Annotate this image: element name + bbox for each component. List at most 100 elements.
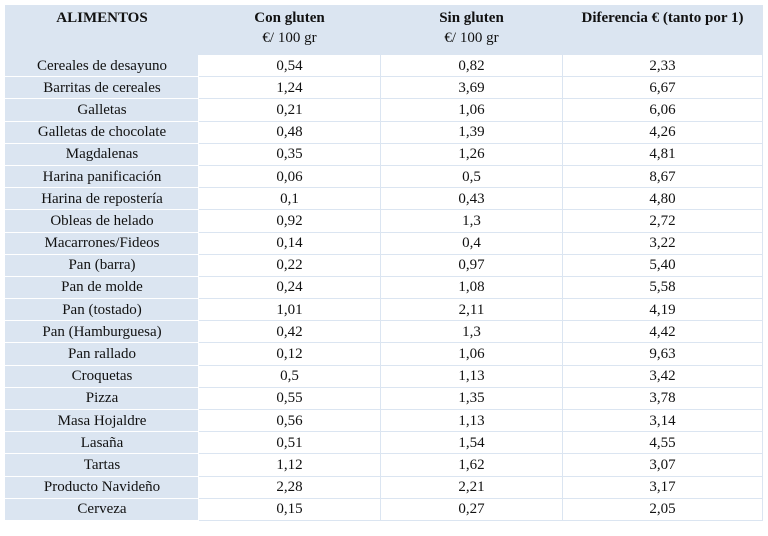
difference: 9,63 <box>562 342 763 366</box>
food-name: Masa Hojaldre <box>5 408 199 433</box>
price-without-gluten: 0,5 <box>380 164 563 189</box>
price-without-gluten: 1,13 <box>380 408 563 433</box>
difference: 2,33 <box>562 53 763 78</box>
price-without-gluten: 0,82 <box>380 53 563 78</box>
header-cell: Diferencia € (tanto por 1) <box>562 5 763 55</box>
table-row: Pan de molde 0,24 1,08 5,58 <box>5 275 763 300</box>
difference: 6,06 <box>562 98 763 122</box>
price-without-gluten: 0,27 <box>380 497 563 521</box>
difference: 3,17 <box>562 475 763 499</box>
price-without-gluten: 1,35 <box>380 386 563 411</box>
price-with-gluten: 1,24 <box>198 76 381 100</box>
difference: 3,07 <box>562 453 763 477</box>
food-name: Obleas de helado <box>5 209 199 233</box>
price-without-gluten: 1,54 <box>380 431 563 455</box>
table-row: Magdalenas 0,35 1,26 4,81 <box>5 142 763 166</box>
table-row: Producto Navideño 2,28 2,21 3,17 <box>5 475 763 499</box>
food-name: Cerveza <box>5 497 199 521</box>
difference: 8,67 <box>562 164 763 189</box>
price-without-gluten: 1,06 <box>380 98 563 122</box>
food-name: Lasaña <box>5 431 199 455</box>
price-without-gluten: 1,3 <box>380 320 563 344</box>
difference: 4,19 <box>562 298 763 322</box>
header-text: ALIMENTOS <box>56 10 148 26</box>
header-cell: Sin gluten €/ 100 gr <box>380 5 563 55</box>
table-header: ALIMENTOS Con gluten €/ 100 gr Sin gluten… <box>5 5 763 55</box>
price-without-gluten: 1,06 <box>380 342 563 366</box>
header-cell: Con gluten €/ 100 gr <box>198 5 381 55</box>
price-without-gluten: 2,11 <box>380 298 563 322</box>
difference: 2,72 <box>562 209 763 233</box>
price-with-gluten: 0,35 <box>198 142 381 166</box>
difference: 4,80 <box>562 187 763 211</box>
food-name: Galletas <box>5 98 199 122</box>
table-row: Harina panificación 0,06 0,5 8,67 <box>5 164 763 189</box>
food-name: Pizza <box>5 386 199 411</box>
food-name: Barritas de cereales <box>5 76 199 100</box>
price-without-gluten: 1,62 <box>380 453 563 477</box>
header-row: ALIMENTOS Con gluten €/ 100 gr Sin gluten… <box>5 5 763 55</box>
header-text: Sin gluten <box>439 10 504 26</box>
unit-text: €/ 100 gr <box>262 30 317 46</box>
table-row: Pan (tostado) 1,01 2,11 4,19 <box>5 298 763 322</box>
price-without-gluten: 0,97 <box>380 253 563 277</box>
price-with-gluten: 0,48 <box>198 120 381 144</box>
price-without-gluten: 3,69 <box>380 76 563 100</box>
price-without-gluten: 1,08 <box>380 275 563 300</box>
difference: 4,42 <box>562 320 763 344</box>
food-name: Pan (tostado) <box>5 298 199 322</box>
table-row: Masa Hojaldre 0,56 1,13 3,14 <box>5 408 763 433</box>
price-with-gluten: 0,22 <box>198 253 381 277</box>
difference: 3,42 <box>562 364 763 388</box>
food-name: Pan (barra) <box>5 253 199 277</box>
price-without-gluten: 2,21 <box>380 475 563 499</box>
price-with-gluten: 0,5 <box>198 364 381 388</box>
price-with-gluten: 0,55 <box>198 386 381 411</box>
difference: 5,58 <box>562 275 763 300</box>
table-body: Cereales de desayuno 0,54 0,82 2,33 Barritas… <box>5 53 763 521</box>
table-row: Cereales de desayuno 0,54 0,82 2,33 <box>5 53 763 78</box>
table-row: Pan (barra) 0,22 0,97 5,40 <box>5 253 763 277</box>
food-name: Cereales de desayuno <box>5 53 199 78</box>
table-row: Cerveza 0,15 0,27 2,05 <box>5 497 763 521</box>
price-with-gluten: 0,92 <box>198 209 381 233</box>
difference: 3,22 <box>562 231 763 255</box>
price-with-gluten: 2,28 <box>198 475 381 499</box>
price-with-gluten: 0,14 <box>198 231 381 255</box>
price-with-gluten: 0,15 <box>198 497 381 521</box>
table-row: Pizza 0,55 1,35 3,78 <box>5 386 763 411</box>
price-table: ALIMENTOS Con gluten €/ 100 gr Sin gluten… <box>5 5 763 521</box>
table-row: Obleas de helado 0,92 1,3 2,72 <box>5 209 763 233</box>
header-text: Con gluten <box>254 10 325 26</box>
price-with-gluten: 1,12 <box>198 453 381 477</box>
food-name: Pan (Hamburguesa) <box>5 320 199 344</box>
table-row: Galletas de chocolate 0,48 1,39 4,26 <box>5 120 763 144</box>
food-name: Tartas <box>5 453 199 477</box>
table-row: Harina de repostería 0,1 0,43 4,80 <box>5 187 763 211</box>
price-with-gluten: 0,1 <box>198 187 381 211</box>
price-with-gluten: 0,54 <box>198 53 381 78</box>
price-with-gluten: 0,42 <box>198 320 381 344</box>
food-name: Croquetas <box>5 364 199 388</box>
table-row: Barritas de cereales 1,24 3,69 6,67 <box>5 76 763 100</box>
table-row: Croquetas 0,5 1,13 3,42 <box>5 364 763 388</box>
difference: 5,40 <box>562 253 763 277</box>
price-with-gluten: 0,51 <box>198 431 381 455</box>
difference: 4,26 <box>562 120 763 144</box>
price-without-gluten: 1,39 <box>380 120 563 144</box>
difference: 6,67 <box>562 76 763 100</box>
difference: 3,78 <box>562 386 763 411</box>
price-with-gluten: 1,01 <box>198 298 381 322</box>
price-with-gluten: 0,24 <box>198 275 381 300</box>
food-name: Producto Navideño <box>5 475 199 499</box>
header-text: Diferencia € (tanto por 1) <box>581 10 744 26</box>
table-row: Pan (Hamburguesa) 0,42 1,3 4,42 <box>5 320 763 344</box>
price-without-gluten: 1,3 <box>380 209 563 233</box>
header-cell: ALIMENTOS <box>5 5 199 55</box>
food-name: Pan de molde <box>5 275 199 300</box>
price-with-gluten: 0,06 <box>198 164 381 189</box>
food-name: Harina de repostería <box>5 187 199 211</box>
price-with-gluten: 0,56 <box>198 408 381 433</box>
difference: 2,05 <box>562 497 763 521</box>
